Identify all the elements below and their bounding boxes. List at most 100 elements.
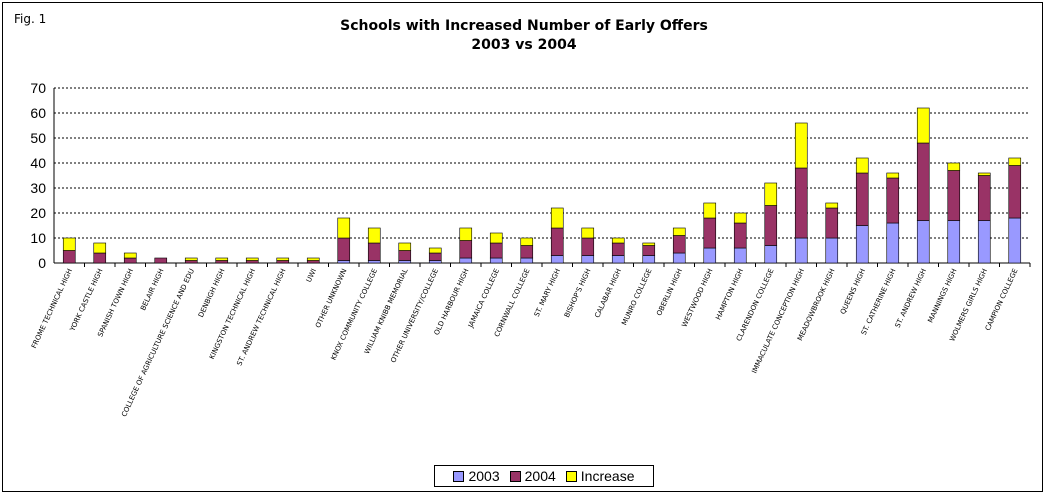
bar-2003 [489, 257, 503, 264]
bar-2004 [459, 240, 473, 259]
bar-2003 [611, 255, 625, 264]
category-label: BELAIR HIGH [139, 267, 165, 311]
bar-increase [520, 237, 534, 246]
bar-2004 [611, 242, 625, 256]
legend-label-increase: Increase [580, 468, 635, 484]
bar-2004 [245, 260, 259, 264]
bar-2003 [886, 222, 900, 264]
bar-2004 [642, 245, 656, 256]
bar-2003 [520, 257, 534, 264]
bar-2003 [916, 220, 930, 264]
bar-increase [672, 227, 686, 236]
category-label: CALABAR HIGH [593, 267, 623, 319]
bar-2004 [886, 177, 900, 224]
bar-2004 [398, 250, 412, 261]
y-tick-label: 10 [30, 230, 46, 246]
bar-2004 [62, 250, 76, 264]
bar-increase [611, 237, 625, 244]
bar-increase [428, 247, 442, 254]
bar-2004 [550, 227, 564, 256]
bar-2004 [703, 217, 717, 249]
bar-2004 [733, 222, 747, 249]
bar-increase [337, 217, 351, 239]
legend-swatch-increase [565, 470, 577, 482]
y-tick-label: 0 [38, 255, 46, 271]
bar-2004 [581, 237, 595, 256]
y-tick-label: 50 [30, 130, 46, 146]
bar-2003 [367, 260, 381, 264]
bar-increase [93, 242, 107, 254]
bar-increase [855, 157, 869, 174]
bar-increase [306, 257, 320, 261]
bar-2004 [489, 242, 503, 259]
bar-2003 [703, 247, 717, 264]
bar-increase [398, 242, 412, 251]
bar-2003 [581, 255, 595, 264]
bar-increase [947, 162, 961, 171]
bar-2004 [794, 167, 808, 239]
bar-increase [459, 227, 473, 241]
category-label: ST. MARY HIGH [533, 267, 562, 318]
bar-increase [62, 237, 76, 251]
bar-increase [550, 207, 564, 229]
legend-label-2003: 2003 [468, 468, 500, 484]
legend-item-increase: Increase [565, 468, 635, 484]
bar-2004 [215, 260, 229, 264]
legend-item-2004: 2004 [509, 468, 556, 484]
bar-increase [642, 242, 656, 246]
bar-2003 [1008, 217, 1022, 264]
bar-2003 [794, 237, 808, 264]
bar-increase [581, 227, 595, 239]
category-label: DENBIGH HIGH [197, 267, 227, 318]
bar-2004 [520, 245, 534, 259]
bar-increase [886, 172, 900, 179]
bar-2004 [276, 260, 290, 264]
bar-increase [977, 172, 991, 176]
chart-subtitle: 2003 vs 2004 [471, 37, 577, 53]
category-label: HAMPTON HIGH [714, 267, 745, 321]
bar-increase [764, 182, 778, 206]
y-tick-label: 70 [30, 80, 46, 96]
bar-2004 [1008, 165, 1022, 219]
legend-swatch-2004 [509, 470, 521, 482]
figure-label: Fig. 1 [14, 12, 47, 26]
bar-2003 [825, 237, 839, 264]
bar-increase [916, 107, 930, 144]
bar-2004 [184, 260, 198, 264]
bar-increase [215, 257, 229, 261]
chart-title: Schools with Increased Number of Early O… [340, 18, 708, 34]
bar-2003 [428, 260, 442, 264]
category-label: FROME TECHNICAL HIGH [30, 267, 74, 349]
bar-increase [1008, 157, 1022, 166]
bar-increase [184, 257, 198, 261]
bar-2004 [306, 260, 320, 264]
category-label: OBERLIN HIGH [655, 267, 684, 317]
bar-2003 [855, 225, 869, 264]
legend-item-2003: 2003 [453, 468, 500, 484]
category-label: CAMPION COLLEGE [984, 267, 1020, 332]
bar-increase [733, 212, 747, 224]
category-label: COLLEGE OF AGRICULTURE SCIENCE AND EDU [120, 267, 196, 418]
category-label: WESTWOOD HIGH [680, 267, 714, 328]
legend-label-2004: 2004 [524, 468, 556, 484]
bar-2004 [764, 205, 778, 246]
category-label: BISHOP'S HIGH [563, 267, 593, 318]
bar-increase [703, 202, 717, 219]
category-label: OLD HARBOUR HIGH [433, 267, 471, 336]
bar-2004 [428, 252, 442, 261]
bar-2003 [977, 220, 991, 264]
category-label: MUNRO COLLEGE [620, 267, 653, 326]
category-label: JAMAICA COLLEGE [466, 267, 501, 329]
category-label: OTHER UNKNOWN [314, 267, 348, 329]
bar-2004 [947, 170, 961, 221]
bar-increase [489, 232, 503, 244]
bar-2004 [855, 172, 869, 226]
bar-increase [825, 202, 839, 209]
category-label: QUEENS HIGH [839, 267, 867, 315]
bar-2003 [642, 255, 656, 264]
bar-increase [367, 227, 381, 244]
bar-2004 [123, 257, 137, 264]
bar-2003 [337, 260, 351, 264]
bar-2004 [825, 207, 839, 239]
